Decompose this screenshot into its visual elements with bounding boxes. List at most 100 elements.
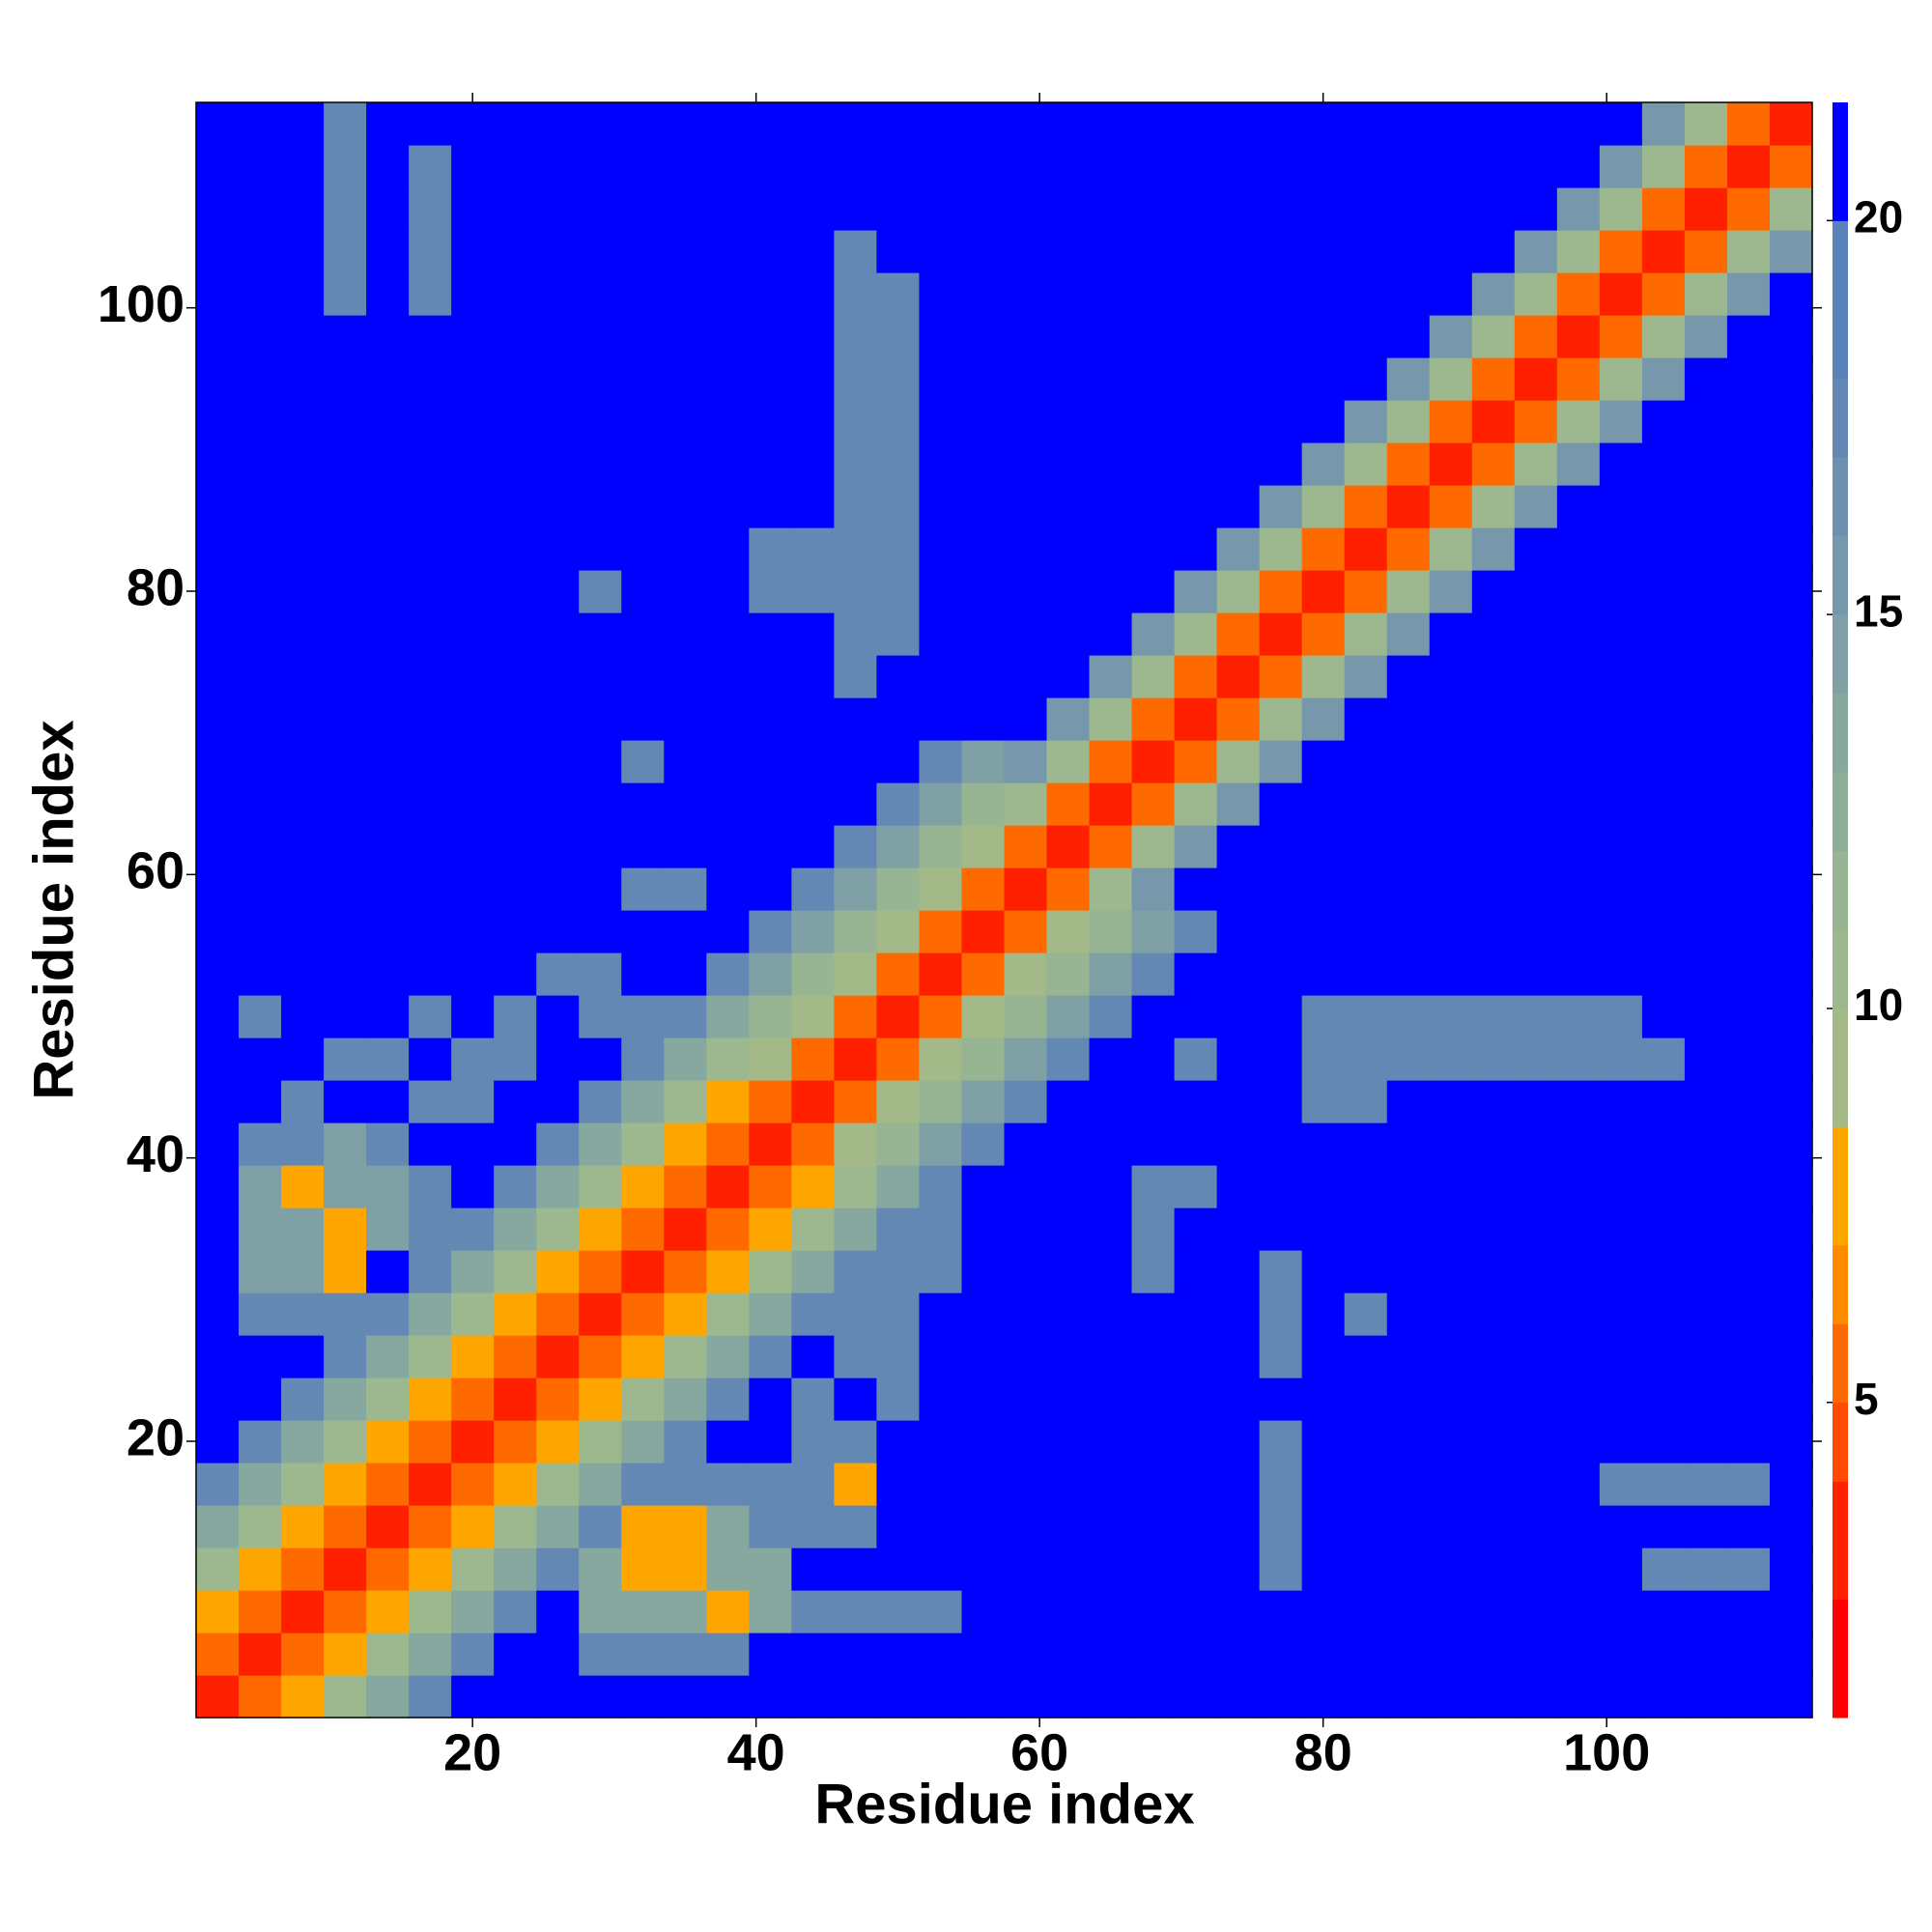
heatmap-cell xyxy=(1301,1250,1346,1293)
colorbar-segment xyxy=(1833,850,1848,930)
heatmap-cell xyxy=(1344,315,1388,358)
heatmap-cell xyxy=(1429,1208,1473,1251)
heatmap-cell xyxy=(536,1122,580,1166)
heatmap-cell xyxy=(1089,1378,1133,1421)
heatmap-cell xyxy=(1174,867,1218,911)
heatmap-cell xyxy=(1301,1037,1346,1081)
heatmap-cell xyxy=(324,1122,367,1166)
heatmap-cell xyxy=(494,485,537,528)
heatmap-cell xyxy=(1599,1165,1643,1208)
heatmap-cell xyxy=(621,315,665,358)
heatmap-cell xyxy=(281,1590,325,1634)
heatmap-cell xyxy=(1301,400,1346,443)
heatmap-cell xyxy=(1259,782,1303,826)
heatmap-cell xyxy=(1769,442,1813,486)
heatmap-cell xyxy=(1471,1208,1516,1251)
heatmap-cell xyxy=(621,145,665,188)
heatmap-cell xyxy=(1344,1378,1388,1421)
heatmap-cell xyxy=(1429,995,1473,1038)
heatmap-cell xyxy=(1684,1080,1728,1123)
heatmap-cell xyxy=(1174,952,1218,996)
heatmap-cell xyxy=(1089,1675,1133,1719)
heatmap-cell xyxy=(1471,442,1516,486)
y-tick-label: 20 xyxy=(127,1408,185,1466)
heatmap-cell xyxy=(876,740,921,783)
heatmap-cell xyxy=(1599,102,1643,146)
heatmap-cell xyxy=(834,1208,878,1251)
heatmap-cell xyxy=(1344,1505,1388,1548)
heatmap-cell xyxy=(196,782,240,826)
heatmap-cell xyxy=(1556,1165,1601,1208)
heatmap-cell xyxy=(621,1548,665,1591)
heatmap-cell xyxy=(1344,272,1388,316)
heatmap-cell xyxy=(621,612,665,656)
heatmap-cell xyxy=(196,1420,240,1463)
heatmap-cell xyxy=(494,1633,537,1676)
heatmap-cell xyxy=(1089,102,1133,146)
heatmap-cell xyxy=(579,315,622,358)
colorbar-segment xyxy=(1833,1126,1848,1246)
heatmap-cell xyxy=(961,1463,1006,1506)
heatmap-cell xyxy=(1514,697,1558,741)
heatmap-cell xyxy=(1556,570,1601,613)
heatmap-cell xyxy=(366,145,410,188)
heatmap-cell xyxy=(1046,952,1091,996)
heatmap-cell xyxy=(1259,867,1303,911)
heatmap-cell xyxy=(494,1590,537,1634)
heatmap-cell xyxy=(494,1165,537,1208)
heatmap-cell xyxy=(621,527,665,571)
heatmap-cell xyxy=(1726,1293,1771,1336)
heatmap-cell xyxy=(1471,1335,1516,1378)
heatmap-cell xyxy=(919,1548,963,1591)
heatmap-cell xyxy=(621,910,665,953)
heatmap-cell xyxy=(1726,825,1771,868)
heatmap-cell xyxy=(1216,1335,1261,1378)
heatmap-cell xyxy=(1641,1420,1686,1463)
heatmap-cell xyxy=(1004,1165,1048,1208)
heatmap-cell xyxy=(1386,995,1431,1038)
heatmap-cell xyxy=(621,1208,665,1251)
heatmap-cell xyxy=(451,1463,495,1506)
heatmap-cell xyxy=(834,1122,878,1166)
y-axis-label: Residue index xyxy=(22,720,85,1099)
heatmap-cell xyxy=(1216,1633,1261,1676)
heatmap-cell xyxy=(1726,102,1771,146)
heatmap-cell xyxy=(1726,1122,1771,1166)
heatmap-cell xyxy=(1599,655,1643,698)
heatmap-cell xyxy=(1004,995,1048,1038)
heatmap-cell xyxy=(1174,740,1218,783)
heatmap-cell xyxy=(1726,697,1771,741)
heatmap-cell xyxy=(919,995,963,1038)
heatmap-cell xyxy=(366,570,410,613)
heatmap-cell xyxy=(791,867,835,911)
x-tick-label: 80 xyxy=(1294,1723,1352,1781)
heatmap-cell xyxy=(1301,1675,1346,1719)
heatmap-cell xyxy=(1556,315,1601,358)
heatmap-cell xyxy=(664,995,707,1038)
heatmap-cell xyxy=(834,357,878,401)
heatmap-cell xyxy=(579,485,622,528)
heatmap-cell xyxy=(1344,187,1388,231)
heatmap-cell xyxy=(494,952,537,996)
heatmap-cell xyxy=(451,1633,495,1676)
heatmap-cell xyxy=(1471,1548,1516,1591)
heatmap-cell xyxy=(1471,230,1516,273)
heatmap-cell xyxy=(1684,1250,1728,1293)
heatmap-cell xyxy=(791,1548,835,1591)
colorbar-tick-label: 15 xyxy=(1854,585,1903,636)
heatmap-cell xyxy=(1514,570,1558,613)
heatmap-cell xyxy=(749,485,792,528)
heatmap-cell xyxy=(536,952,580,996)
heatmap-cell xyxy=(1004,1037,1048,1081)
heatmap-cell xyxy=(1174,1335,1218,1378)
heatmap-cell xyxy=(1769,527,1813,571)
heatmap-cell xyxy=(749,1463,792,1506)
heatmap-cell xyxy=(1556,357,1601,401)
heatmap-cell xyxy=(621,1633,665,1676)
heatmap-cell xyxy=(239,1165,282,1208)
colorbar-segment xyxy=(1833,378,1848,458)
heatmap-cell xyxy=(919,1208,963,1251)
heatmap-cell xyxy=(749,527,792,571)
heatmap-cell xyxy=(664,102,707,146)
heatmap-cell xyxy=(1259,1122,1303,1166)
